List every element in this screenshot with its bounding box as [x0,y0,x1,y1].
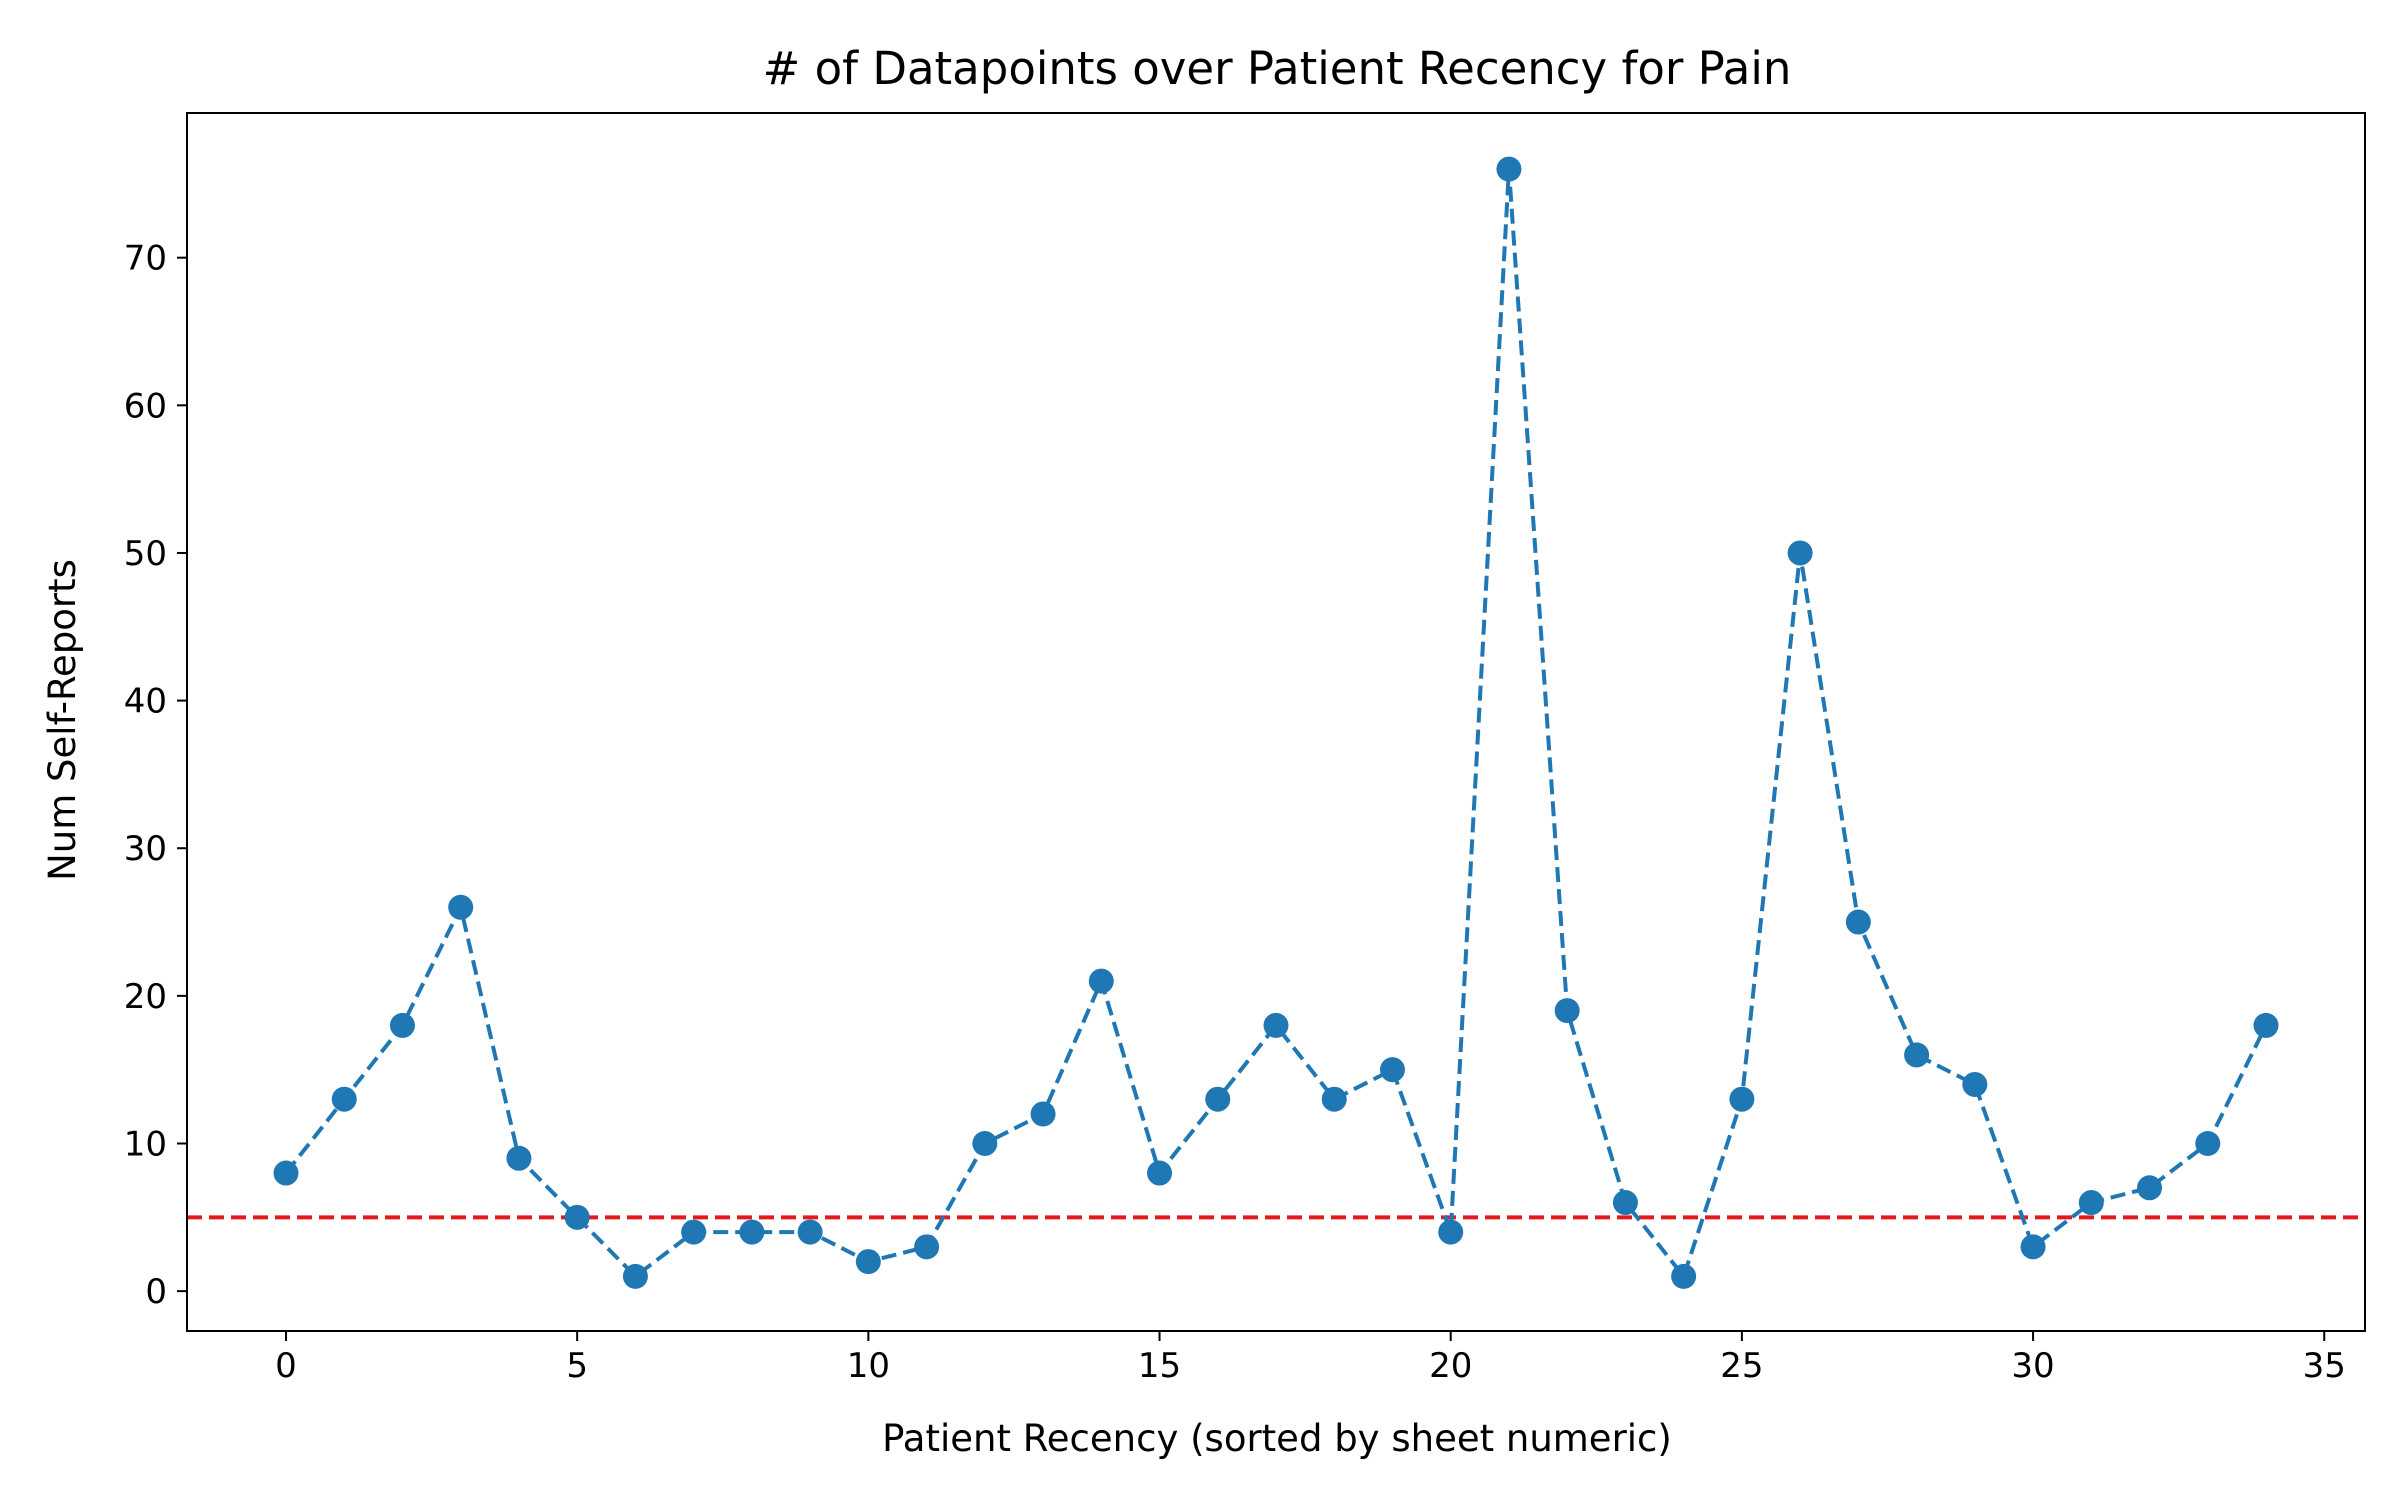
plot-frame [186,112,2366,1332]
y-axis-label: Num Self-Reports [41,559,84,881]
data-point [914,1234,940,1260]
data-point [448,894,474,920]
data-point [331,1086,357,1112]
data-point [1438,1219,1464,1245]
data-point [1554,998,1580,1024]
data-point [1379,1057,1405,1083]
data-point [2253,1012,2279,1038]
data-point [972,1131,998,1157]
y-tick-label: 10 [124,1125,167,1165]
data-point [1030,1101,1056,1127]
x-tick-label: 10 [847,1346,890,1386]
data-point [1962,1071,1988,1097]
data-point [2195,1131,2221,1157]
data-point [739,1219,765,1245]
data-point [1787,540,1813,566]
data-point [564,1204,590,1230]
x-tick-label: 30 [2011,1346,2054,1386]
data-point [1671,1263,1697,1289]
data-point [273,1160,299,1186]
y-tick-label: 50 [124,534,167,574]
x-tick-label: 0 [275,1346,297,1386]
y-tick-label: 20 [124,977,167,1017]
data-point [1904,1042,1930,1068]
data-point [1088,968,1114,994]
data-point [1205,1086,1231,1112]
plot-area: 0 5 10 15 20 25 30 35 0 10 20 30 40 50 60 70 [124,112,2366,1386]
y-tick-label: 60 [124,386,167,426]
data-point [2020,1234,2046,1260]
y-tick-label: 30 [124,829,167,869]
data-point [1729,1086,1755,1112]
y-tick-label: 70 [124,239,167,279]
data-point [681,1219,707,1245]
data-point [506,1145,532,1171]
data-point [389,1012,415,1038]
x-axis-label: Patient Recency (sorted by sheet numeric… [882,1417,1672,1460]
data-point [1263,1012,1289,1038]
data-point [1147,1160,1173,1186]
series-line [284,167,2268,1279]
y-tick-label: 40 [124,682,167,722]
x-tick-label: 35 [2303,1346,2346,1386]
x-tick-label: 20 [1429,1346,1472,1386]
x-tick-label: 5 [566,1346,588,1386]
x-tick-label: 25 [1720,1346,1763,1386]
chart-title: # of Datapoints over Patient Recency for… [763,42,1792,95]
data-point [855,1249,881,1275]
data-point [1845,909,1871,935]
data-point [2137,1175,2163,1201]
data-point [797,1219,823,1245]
data-point [2078,1190,2104,1216]
data-point [1612,1190,1638,1216]
data-point [622,1263,648,1289]
y-tick-label: 0 [145,1272,167,1312]
data-point [1496,156,1522,182]
x-tick-label: 15 [1138,1346,1181,1386]
data-point [1321,1086,1347,1112]
